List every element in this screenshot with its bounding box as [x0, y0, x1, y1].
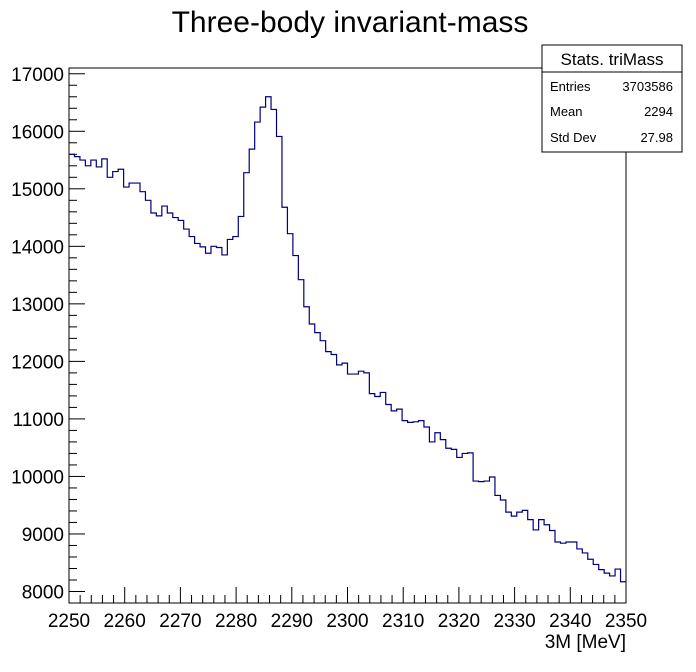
histogram-series-line: [69, 96, 626, 583]
x-tick-label: 2250: [48, 611, 90, 632]
stats-mean-label: Mean: [550, 104, 583, 119]
x-tick-label: 2340: [549, 611, 591, 632]
y-tick-label: 12000: [11, 352, 64, 373]
y-tick-label: 17000: [11, 65, 64, 86]
stats-entries-label: Entries: [550, 79, 591, 94]
y-tick-label: 14000: [11, 237, 64, 258]
x-tick-label: 2320: [438, 611, 480, 632]
x-tick-label: 2330: [493, 611, 535, 632]
x-tick-label: 2260: [104, 611, 146, 632]
stats-box: Stats. triMass Entries 3703586 Mean 2294…: [541, 44, 683, 153]
y-tick-label: 13000: [11, 295, 64, 316]
x-tick-label: 2280: [215, 611, 257, 632]
x-axis: 2250 2260 2270 2280 2290 2300 2310 2320 2330 2340…: [48, 587, 647, 632]
y-tick-label: 15000: [11, 180, 64, 201]
y-tick-label: 10000: [11, 467, 64, 488]
y-tick-label: 11000: [13, 410, 64, 431]
x-tick-label: 2300: [326, 611, 368, 632]
stats-stddev-value: 27.98: [640, 130, 673, 145]
stats-stddev-label: Std Dev: [550, 130, 597, 145]
stats-title: Stats. triMass: [561, 50, 664, 69]
x-tick-label: 2290: [271, 611, 313, 632]
y-tick-label: 9000: [22, 525, 64, 546]
x-tick-label: 2350: [605, 611, 647, 632]
y-tick-label: 8000: [22, 582, 64, 603]
stats-box-frame: [541, 44, 683, 153]
y-tick-label: 16000: [11, 122, 64, 143]
x-axis-title: 3M [MeV]: [545, 632, 626, 653]
x-tick-label: 2270: [159, 611, 201, 632]
stats-entries-value: 3703586: [622, 79, 673, 94]
chart-title: Three-body invariant-mass: [172, 6, 529, 39]
y-axis: 8000 9000 10000 11000 12000 13000 14000 15000 16…: [11, 65, 85, 604]
stats-mean-value: 2294: [644, 104, 673, 119]
x-tick-label: 2310: [382, 611, 424, 632]
